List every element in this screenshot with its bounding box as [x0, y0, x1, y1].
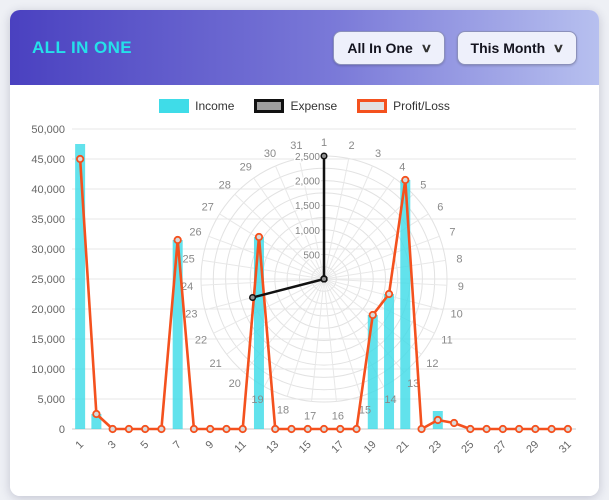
period-dropdown[interactable]: This Month ∨ [456, 30, 577, 65]
svg-text:13: 13 [407, 378, 419, 390]
svg-text:45,000: 45,000 [31, 154, 65, 166]
svg-text:1: 1 [73, 439, 86, 452]
svg-text:18: 18 [277, 405, 289, 417]
svg-text:25: 25 [182, 253, 194, 265]
svg-text:31: 31 [290, 140, 302, 152]
svg-text:30,000: 30,000 [31, 244, 65, 256]
svg-text:15: 15 [359, 405, 371, 417]
svg-text:23: 23 [185, 308, 197, 320]
svg-text:2,500: 2,500 [295, 152, 320, 163]
legend-item-profit[interactable]: Profit/Loss [357, 99, 450, 113]
svg-text:25: 25 [459, 439, 476, 456]
income-swatch [159, 99, 190, 113]
svg-text:0: 0 [59, 424, 65, 436]
svg-text:15,000: 15,000 [31, 334, 65, 346]
svg-text:1,000: 1,000 [295, 226, 320, 237]
legend-label-profit: Profit/Loss [393, 99, 450, 113]
svg-text:30: 30 [264, 148, 276, 160]
svg-text:5,000: 5,000 [37, 394, 65, 406]
svg-text:29: 29 [240, 162, 252, 174]
expense-swatch [254, 99, 285, 113]
svg-text:4: 4 [399, 162, 405, 174]
profit-loss-swatch [357, 99, 388, 113]
legend-item-expense[interactable]: Expense [254, 99, 337, 113]
svg-text:26: 26 [189, 226, 201, 238]
svg-text:7: 7 [449, 226, 455, 238]
svg-text:13: 13 [264, 439, 281, 456]
svg-text:5: 5 [420, 180, 426, 192]
svg-text:2: 2 [349, 140, 355, 152]
legend-item-income[interactable]: Income [159, 99, 234, 113]
page-title: ALL IN ONE [32, 37, 133, 57]
svg-text:5: 5 [138, 439, 151, 452]
svg-text:20,000: 20,000 [31, 304, 65, 316]
legend-label-expense: Expense [290, 99, 338, 113]
svg-text:1: 1 [321, 137, 327, 149]
chevron-down-icon: ∨ [552, 40, 565, 55]
svg-text:23: 23 [427, 439, 444, 456]
svg-text:7: 7 [171, 439, 184, 452]
svg-text:22: 22 [195, 334, 207, 346]
svg-text:8: 8 [456, 253, 462, 265]
svg-text:12: 12 [426, 358, 438, 370]
svg-text:11: 11 [232, 439, 249, 456]
chart-type-dropdown[interactable]: All In One ∨ [333, 30, 445, 65]
header: ALL IN ONE All In One ∨ This Month ∨ [10, 10, 599, 85]
svg-text:20: 20 [229, 378, 241, 390]
chart-legend: Income Expense Profit/Loss [10, 93, 599, 119]
header-controls: All In One ∨ This Month ∨ [333, 30, 577, 65]
svg-text:19: 19 [251, 394, 263, 406]
svg-text:3: 3 [106, 439, 119, 452]
svg-text:28: 28 [219, 180, 231, 192]
svg-text:1,500: 1,500 [295, 201, 320, 212]
svg-text:15: 15 [297, 439, 314, 456]
svg-text:3: 3 [375, 148, 381, 160]
svg-text:16: 16 [332, 410, 344, 422]
svg-text:19: 19 [362, 439, 379, 456]
svg-text:9: 9 [458, 281, 464, 293]
period-dropdown-label: This Month [470, 39, 546, 56]
svg-text:40,000: 40,000 [31, 184, 65, 196]
svg-text:21: 21 [394, 439, 411, 456]
svg-text:17: 17 [304, 410, 316, 422]
svg-text:24: 24 [181, 281, 193, 293]
legend-label-income: Income [195, 99, 235, 113]
chevron-down-icon: ∨ [420, 40, 433, 55]
svg-text:500: 500 [303, 250, 320, 261]
chart-svg: 0 5,000 10,000 15,000 20,000 25,000 30,000 35,0… [31, 124, 576, 456]
svg-text:27: 27 [202, 202, 214, 214]
svg-text:11: 11 [441, 334, 452, 346]
svg-text:9: 9 [203, 439, 216, 452]
dashboard-card: ALL IN ONE All In One ∨ This Month ∨ Inc… [10, 10, 599, 496]
svg-text:14: 14 [384, 394, 396, 406]
svg-text:6: 6 [437, 202, 443, 214]
svg-text:25,000: 25,000 [31, 274, 65, 286]
svg-text:50,000: 50,000 [31, 124, 65, 136]
svg-text:35,000: 35,000 [31, 214, 65, 226]
chart-type-dropdown-label: All In One [347, 39, 413, 56]
chart-area: Income Expense Profit/Loss 0 5,000 10,000 1… [10, 85, 599, 496]
svg-text:29: 29 [524, 439, 541, 456]
svg-text:10,000: 10,000 [31, 364, 65, 376]
svg-text:21: 21 [210, 358, 222, 370]
svg-text:17: 17 [329, 439, 346, 456]
svg-text:10: 10 [451, 308, 463, 320]
svg-text:27: 27 [492, 439, 509, 456]
svg-text:31: 31 [557, 439, 574, 456]
svg-text:2,000: 2,000 [295, 177, 320, 188]
